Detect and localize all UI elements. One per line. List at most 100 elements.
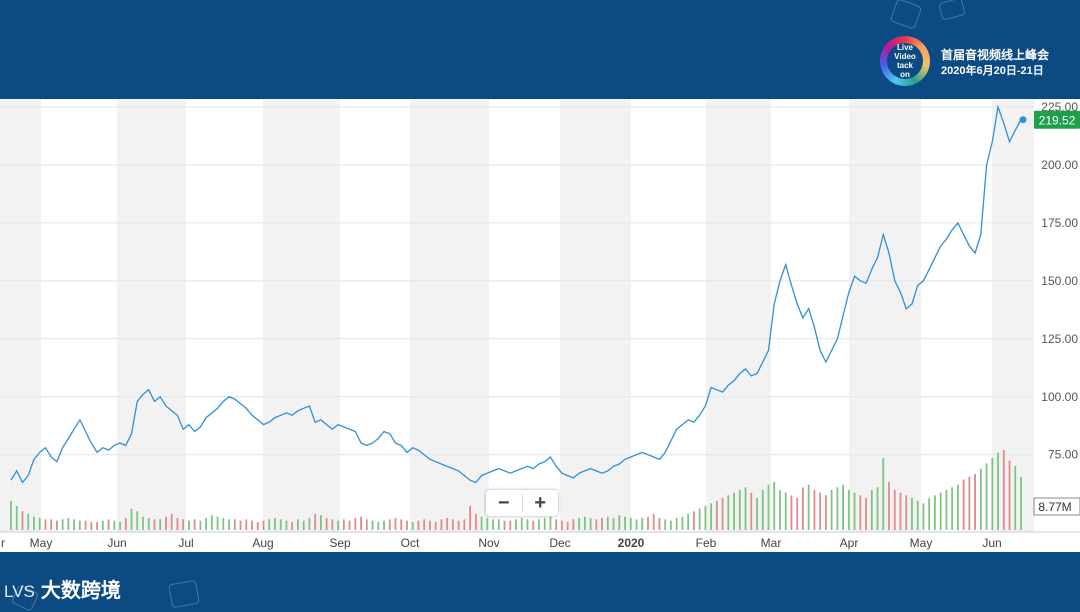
volume-bar [136,511,138,530]
volume-bar [865,498,867,530]
volume-bar [527,519,529,530]
volume-bar [745,487,747,530]
volume-bar [280,519,282,530]
volume-bar [951,487,953,530]
volume-bar [240,521,242,530]
volume-bar [452,519,454,530]
x-tick-label: r [1,536,5,550]
volume-bar [492,519,494,530]
volume-bar [320,515,322,530]
volume-bar [963,479,965,530]
volume-bar [659,518,661,530]
volume-bar [928,498,930,530]
volume-bar [613,518,615,530]
volume-label: 8.77M [1038,500,1071,514]
y-tick-label: 100.00 [1041,390,1078,404]
volume-bar [768,485,770,530]
volume-bar [722,498,724,530]
zoom-in-button[interactable]: + [523,490,559,516]
volume-bar [636,519,638,530]
event-title: 首届音视频线上峰会 [941,46,1049,63]
x-tick-label: Nov [478,536,499,550]
volume-bar [900,493,902,530]
volume-bar [354,518,356,530]
month-band [263,99,340,532]
volume-bar [980,469,982,530]
volume-bar [217,517,219,530]
volume-bar [618,515,620,530]
volume-bar [498,519,500,530]
volume-bar [228,519,230,530]
volume-bar [406,521,408,530]
volume-bar [343,519,345,530]
top-banner: Live Video tack on 首届音视频线上峰会 2020年6月20日-… [0,0,1080,99]
volume-bar [957,485,959,530]
x-tick-label: 2020 [618,536,645,550]
volume-bar [142,517,144,530]
volume-bar [222,518,224,530]
volume-bar [22,511,24,530]
volume-bar [848,490,850,530]
volume-bar [395,518,397,530]
month-band [0,99,41,532]
volume-bar [67,518,69,530]
x-tick-label: Oct [401,536,420,550]
volume-bar [383,521,385,530]
volume-bar [205,518,207,530]
last-price-label: 219.52 [1039,114,1076,128]
volume-bar [291,522,293,530]
volume-bar [567,522,569,530]
volume-bar [601,518,603,530]
volume-bar [676,518,678,530]
volume-bar [1003,450,1005,530]
volume-bar [131,509,133,530]
volume-bar [974,474,976,530]
volume-bar [366,519,368,530]
brand-logo: LVS 大数跨境 [4,574,121,603]
zoom-out-button[interactable]: − [486,490,522,516]
volume-bar [194,519,196,530]
volume-bar [670,521,672,530]
volume-bar [446,518,448,530]
volume-bar [739,490,741,530]
volume-bar [486,518,488,530]
volume-bar [572,519,574,530]
volume-bar [326,518,328,530]
volume-bar [836,487,838,530]
volume-bar [372,521,374,530]
volume-bar [831,490,833,530]
volume-bar [509,521,511,530]
volume-bar [693,511,695,530]
volume-bar [825,495,827,530]
month-band [117,99,186,532]
volume-bar [687,514,689,530]
month-band [849,99,921,532]
volume-bar [940,493,942,530]
volume-bar [165,517,167,530]
volume-bar [10,501,12,530]
decorative-cube [890,0,923,30]
volume-bar [423,519,425,530]
bottom-banner [0,552,1080,607]
volume-bar [716,501,718,530]
volume-bar [934,495,936,530]
x-tick-label: Jun [982,536,1001,550]
volume-bar [245,519,247,530]
price-volume-chart: 225.00200.00175.00150.00125.00100.0075.0… [0,99,1080,552]
volume-bar [710,503,712,530]
volume-bar [1020,477,1022,530]
y-tick-label: 200.00 [1041,158,1078,172]
volume-bar [584,517,586,530]
volume-bar [211,515,213,530]
volume-bar [309,518,311,530]
volume-bar [177,518,179,530]
volume-bar [796,498,798,530]
y-tick-label: 75.00 [1048,448,1078,462]
volume-bar [727,495,729,530]
volume-bar [79,521,81,530]
volume-bar [102,521,104,530]
volume-bar [1014,466,1016,530]
volume-bar [188,521,190,530]
volume-bar [819,493,821,530]
x-tick-label: Sep [329,536,351,550]
